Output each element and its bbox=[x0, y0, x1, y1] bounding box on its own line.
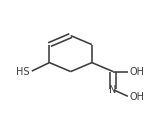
Text: OH: OH bbox=[130, 92, 145, 102]
Text: HS: HS bbox=[16, 67, 29, 77]
Text: N: N bbox=[109, 85, 117, 95]
Text: OH: OH bbox=[130, 67, 145, 77]
